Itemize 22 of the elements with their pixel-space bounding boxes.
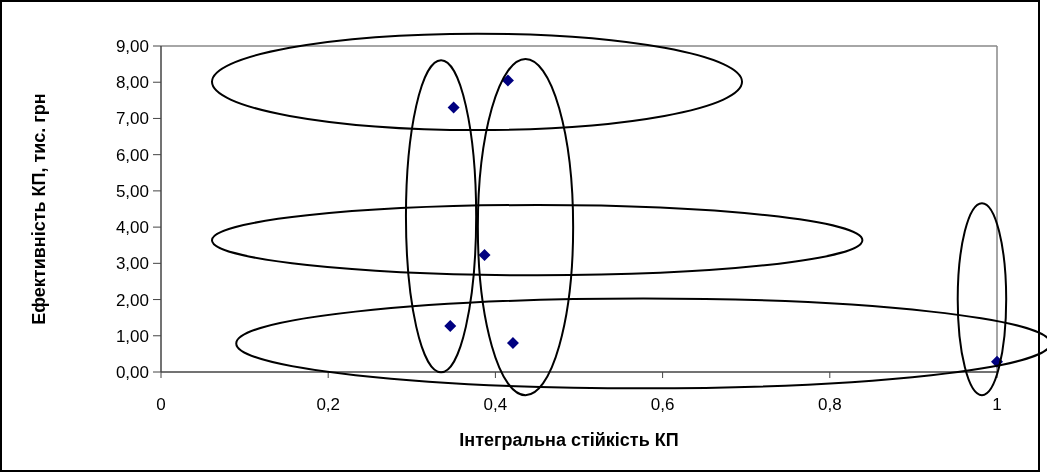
y-tick-label: 0,00 [115, 362, 149, 382]
x-axis-title: Інтегральна стійкість КП [459, 430, 679, 450]
y-tick-label: 5,00 [115, 181, 149, 201]
y-tick-label: 6,00 [115, 145, 149, 165]
x-tick-label: 0 [156, 395, 166, 414]
y-axis-title: Ефективність КП, тис. грн [29, 93, 49, 325]
x-tick-label: 0,8 [817, 395, 842, 414]
y-tick-label: 7,00 [115, 109, 149, 129]
point [447, 101, 460, 114]
point [506, 337, 519, 350]
x-tick-label: 1 [992, 395, 1002, 414]
x-tick-label: 0,2 [316, 395, 341, 414]
point [444, 320, 457, 332]
y-tick-label: 8,00 [115, 73, 149, 93]
y-tick-label: 9,00 [115, 36, 149, 56]
y-tick-label: 4,00 [115, 218, 149, 238]
x-tick-label: 0,4 [483, 395, 508, 414]
y-tick-label: 2,00 [115, 290, 149, 310]
y-tick-label: 3,00 [115, 254, 149, 274]
x-tick-label: 0,6 [650, 395, 675, 414]
point [478, 249, 491, 261]
y-tick-label: 1,00 [115, 326, 149, 346]
